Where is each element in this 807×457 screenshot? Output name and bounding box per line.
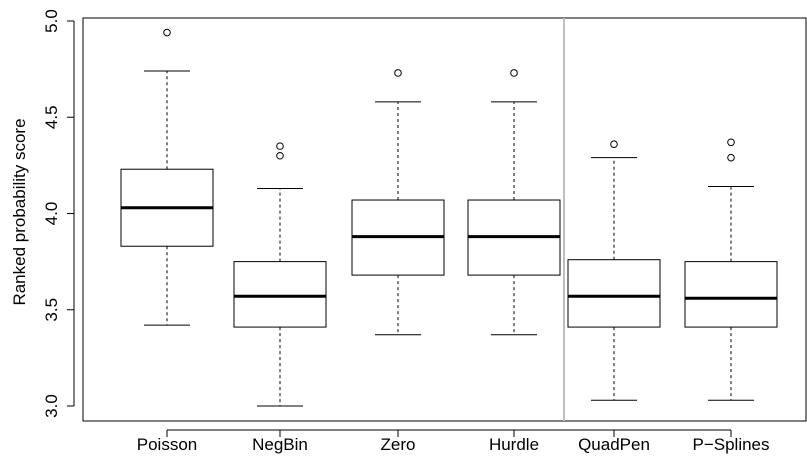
box-2 — [351, 69, 445, 336]
y-axis-label: Ranked probability score — [10, 118, 29, 305]
x-tick-label: Zero — [381, 435, 416, 454]
x-tick-label: P−Splines — [692, 435, 769, 454]
iqr-box — [233, 261, 327, 328]
iqr-box — [567, 259, 661, 328]
outlier-point — [510, 69, 518, 77]
y-tick-label: 4.0 — [42, 202, 61, 226]
outlier-point — [276, 151, 284, 160]
y-axis-title: Ranked probability score — [10, 118, 29, 305]
outlier-point — [727, 138, 735, 147]
y-tick-label: 5.0 — [42, 9, 61, 33]
box-4 — [567, 140, 661, 401]
box-1 — [233, 142, 327, 407]
y-tick-label: 3.0 — [42, 394, 61, 418]
box-3 — [467, 69, 561, 336]
box-0 — [120, 28, 214, 326]
boxes-group — [120, 28, 778, 407]
box-5 — [684, 138, 778, 401]
y-axis: 3.0 3.5 4.0 4.5 5.0 — [42, 9, 75, 418]
x-tick-label: QuadPen — [578, 435, 650, 454]
y-tick-label: 3.5 — [42, 298, 61, 322]
outlier-point — [394, 69, 402, 77]
outlier-point — [610, 140, 618, 148]
outlier-point — [727, 153, 735, 162]
outlier-point — [163, 28, 171, 37]
y-tick-label: 4.5 — [42, 105, 61, 129]
x-axis: Poisson NegBin Zero Hurdle QuadPen P−Splines — [137, 429, 770, 454]
x-tick-label: Poisson — [137, 435, 197, 454]
x-tick-label: NegBin — [252, 435, 308, 454]
outlier-point — [276, 142, 284, 150]
plot-frame — [82, 17, 807, 422]
iqr-box — [684, 261, 778, 328]
x-tick-label: Hurdle — [489, 435, 539, 454]
